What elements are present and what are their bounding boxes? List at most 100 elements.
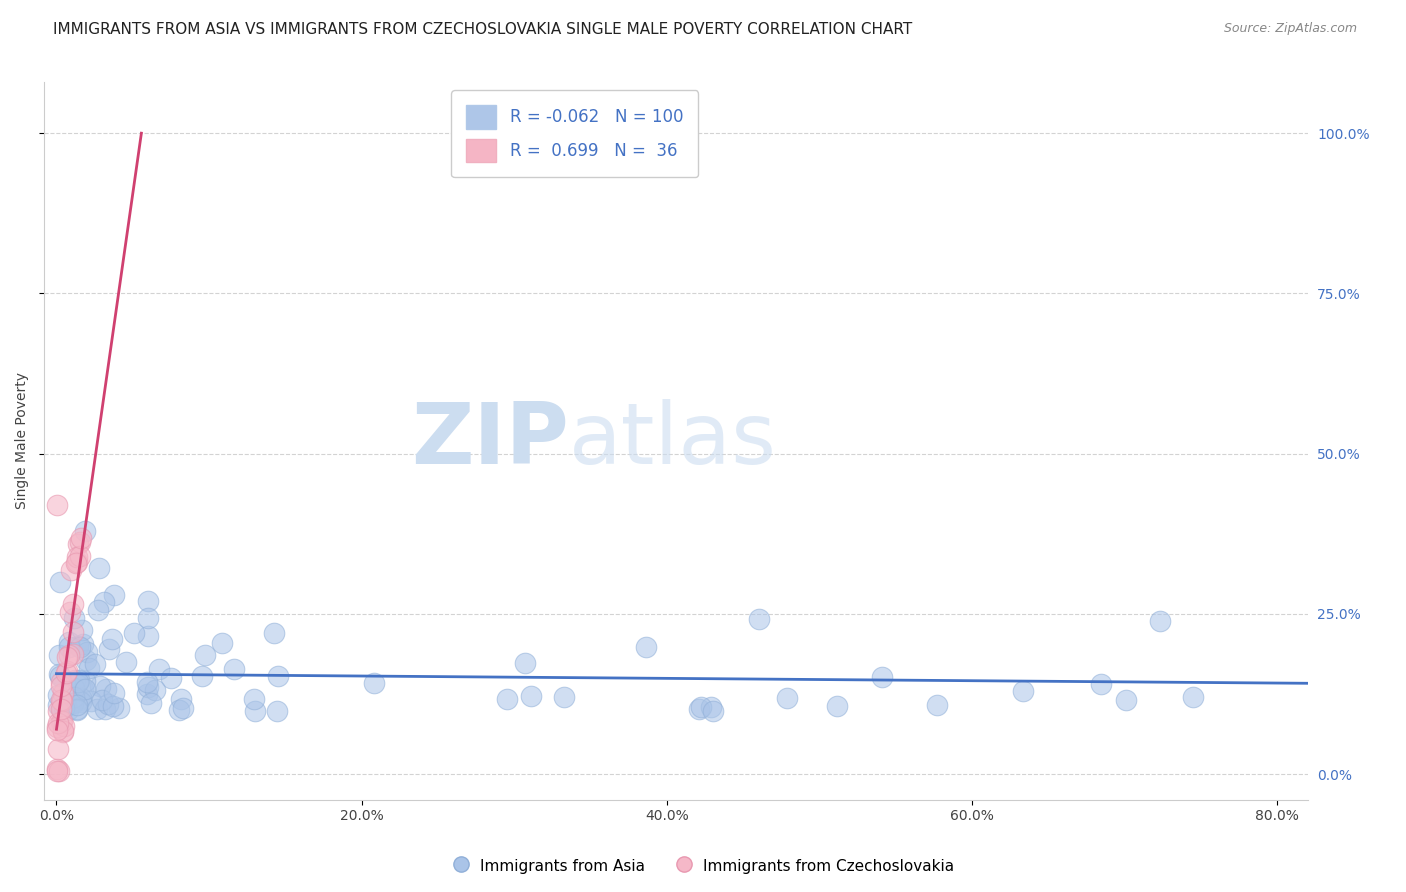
Point [191, 669, 214, 683]
Point [69, 673, 91, 687]
Point [48, 764, 70, 778]
Point [699, 700, 721, 714]
Point [266, 705, 288, 719]
Point [63, 681, 86, 695]
Point [97, 697, 120, 711]
Point [160, 671, 183, 685]
Point [94, 701, 117, 715]
Point [101, 698, 124, 713]
Point [73, 524, 96, 538]
Point [55, 698, 77, 712]
Point [51, 714, 73, 729]
Point [59, 564, 82, 578]
Text: IMMIGRANTS FROM ASIA VS IMMIGRANTS FROM CZECHOSLOVAKIA SINGLE MALE POVERTY CORRE: IMMIGRANTS FROM ASIA VS IMMIGRANTS FROM … [53, 22, 912, 37]
Point [98, 642, 121, 657]
Point [62, 597, 84, 611]
Point [49, 669, 72, 683]
Point [45, 498, 67, 512]
Point [67, 639, 90, 653]
Legend: R = -0.062   N = 100, R =  0.699   N =  36: R = -0.062 N = 100, R = 0.699 N = 36 [451, 90, 699, 178]
Point [170, 692, 193, 706]
Point [46, 764, 69, 778]
Y-axis label: Single Male Poverty: Single Male Poverty [15, 372, 30, 509]
Point [59, 696, 82, 710]
Point [688, 702, 710, 716]
Point [66, 702, 89, 716]
Point [135, 686, 157, 700]
Point [148, 663, 170, 677]
Point [86, 603, 108, 617]
Point [49, 702, 72, 716]
Point [63, 673, 86, 688]
Point [48, 667, 70, 681]
Point [263, 625, 285, 640]
Point [46, 715, 69, 730]
Point [72, 682, 94, 697]
Point [136, 680, 159, 694]
Point [53, 700, 76, 714]
Point [143, 683, 166, 698]
Point [53, 719, 76, 733]
Point [62, 625, 84, 640]
Point [46, 741, 69, 756]
Point [53, 696, 76, 710]
Point [267, 669, 290, 683]
Point [70, 695, 93, 709]
Point [51, 694, 73, 708]
Point [66, 536, 89, 550]
Point [59, 606, 82, 620]
Point [103, 588, 125, 602]
Point [1115, 693, 1137, 707]
Point [115, 655, 138, 669]
Point [172, 701, 194, 715]
Point [45, 723, 67, 737]
Point [1182, 690, 1205, 704]
Point [690, 699, 713, 714]
Point [69, 690, 91, 705]
Point [66, 698, 89, 712]
Point [49, 679, 72, 693]
Point [56, 664, 79, 678]
Point [1149, 614, 1171, 628]
Point [141, 696, 163, 710]
Point [70, 623, 93, 637]
Point [55, 666, 77, 681]
Point [46, 705, 69, 719]
Point [83, 657, 105, 672]
Point [634, 640, 657, 655]
Point [80, 693, 103, 707]
Point [90, 692, 112, 706]
Point [69, 535, 91, 549]
Point [62, 647, 84, 661]
Point [58, 640, 80, 654]
Point [69, 640, 91, 654]
Point [73, 681, 96, 696]
Point [76, 645, 98, 659]
Point [46, 688, 69, 702]
Point [55, 696, 77, 710]
Point [51, 675, 73, 690]
Point [77, 661, 100, 675]
Point [136, 611, 159, 625]
Point [72, 637, 94, 651]
Point [63, 690, 86, 705]
Point [87, 561, 110, 575]
Text: atlas: atlas [568, 400, 776, 483]
Point [58, 648, 80, 662]
Point [46, 762, 69, 776]
Point [136, 594, 159, 608]
Point [66, 555, 89, 569]
Point [58, 635, 80, 649]
Point [513, 656, 536, 670]
Point [496, 692, 519, 706]
Point [1011, 684, 1033, 698]
Point [67, 693, 90, 707]
Point [49, 715, 72, 730]
Legend: Immigrants from Asia, Immigrants from Czechoslovakia: Immigrants from Asia, Immigrants from Cz… [446, 852, 960, 880]
Point [66, 674, 89, 689]
Point [245, 704, 267, 718]
Point [65, 549, 87, 564]
Point [927, 698, 949, 712]
Point [167, 703, 190, 717]
Point [69, 549, 91, 563]
